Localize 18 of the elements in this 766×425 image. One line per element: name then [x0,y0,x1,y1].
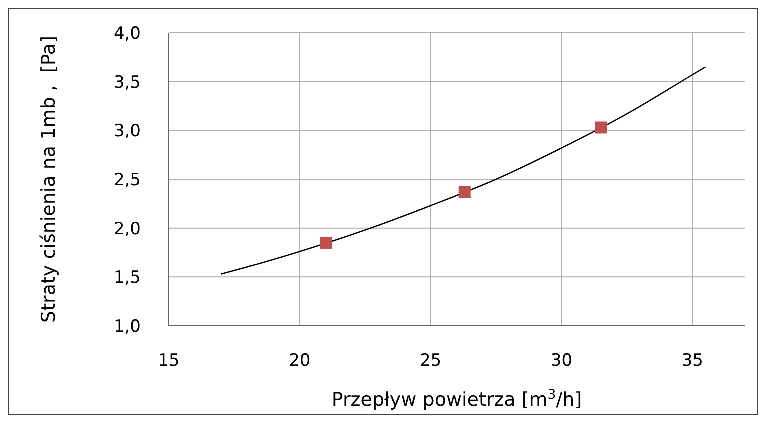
y-tick-label: 3,5 [114,72,141,93]
y-tick-label: 2,5 [114,170,141,191]
line-series [220,66,706,275]
y-tick-label: 2,0 [114,219,141,240]
y-tick-label: 4,0 [114,24,141,44]
y-tick-label: 1,5 [114,268,141,288]
y-axis-title: Straty ciśnienia na 1mb , [Pa] [38,36,60,323]
x-tick-label: 30 [550,351,573,372]
point [320,236,332,249]
x-tick-label: 20 [289,351,311,372]
y-tick-label: 1,0 [114,317,141,338]
x-tick-label: 35 [682,351,704,372]
x-tick-label: 15 [158,351,180,372]
point [595,122,607,134]
x-tick-label: 25 [420,351,442,372]
x-axis-title: Przepływ powietrza [m$^{3}$/h] [332,388,582,411]
point [458,186,471,198]
y-tick-label: 3,0 [114,122,141,142]
